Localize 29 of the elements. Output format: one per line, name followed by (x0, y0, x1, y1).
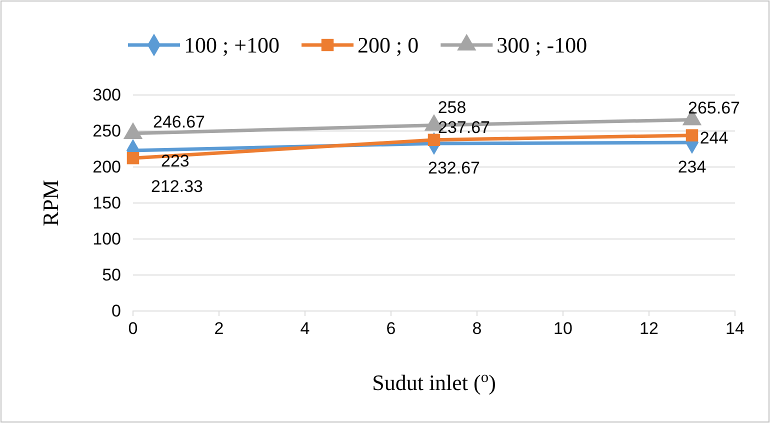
y-axis-title: RPM (38, 180, 63, 226)
x-tick-label: 8 (472, 319, 482, 338)
x-axis-title: Sudut inlet ($^{o}$) (372, 368, 496, 395)
legend-label: 200 ; 0 (358, 32, 419, 58)
x-tick-label: 0 (128, 319, 138, 338)
data-label: 223 (161, 151, 190, 170)
x-tick-label: 4 (300, 319, 310, 338)
y-tick-label: 200 (92, 157, 121, 176)
x-tick-label: 2 (214, 319, 224, 338)
data-label: 258 (438, 98, 466, 118)
x-tick-label: 6 (386, 319, 396, 338)
y-tick-label: 300 (92, 85, 121, 104)
y-tick-label: 50 (102, 265, 121, 284)
data-label: 237.67 (438, 118, 490, 137)
y-tick-label: 250 (92, 121, 121, 140)
data-label: 232.67 (428, 158, 480, 178)
data-label: 244 (700, 128, 728, 148)
data-label: 212.33 (151, 177, 203, 196)
y-tick-label: 100 (92, 229, 121, 248)
x-tick-label: 12 (640, 319, 658, 338)
x-tick-label: 10 (554, 319, 572, 338)
data-label: 265.67 (688, 98, 740, 118)
y-tick-label: 150 (92, 193, 121, 212)
x-tick-label: 14 (726, 319, 744, 338)
y-tick-label: 0 (112, 301, 121, 320)
legend-label: 100 ; +100 (184, 32, 280, 58)
data-label: 246.67 (153, 112, 205, 132)
data-label: 234 (678, 157, 706, 176)
legend-label: 300 ; -100 (496, 32, 588, 58)
